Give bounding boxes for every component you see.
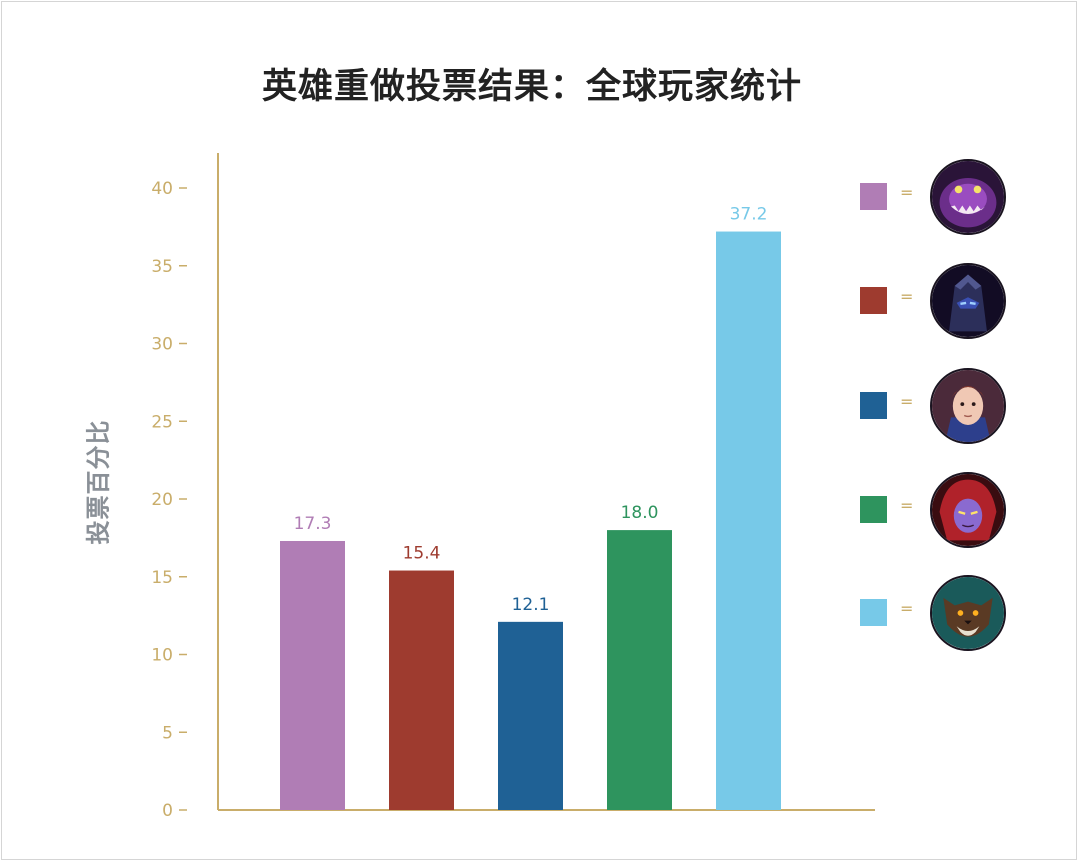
- bar: [280, 540, 345, 810]
- bar: [716, 231, 781, 811]
- y-tick-label: 40: [151, 179, 173, 199]
- y-tick-label: 30: [151, 335, 173, 355]
- legend-swatch: [860, 287, 887, 314]
- legend-swatch: [860, 599, 887, 626]
- legend-equals: =: [900, 496, 914, 515]
- y-tick-label: 20: [151, 490, 173, 510]
- purple-monster-portrait-icon: [930, 159, 1006, 235]
- werewolf-portrait-icon: [930, 575, 1006, 651]
- legend-swatch: [860, 496, 887, 523]
- armored-knight-portrait-icon: [930, 368, 1006, 444]
- data-label: 12.1: [512, 595, 550, 615]
- y-tick-label: 0: [162, 801, 173, 821]
- y-tick-label: 5: [162, 723, 173, 743]
- legend-equals: =: [900, 287, 914, 306]
- y-tick-label: 10: [151, 646, 173, 666]
- y-ticks: 0 5 10 15 20 25 30 35 40: [151, 179, 187, 821]
- legend-swatch: [860, 183, 887, 210]
- data-labels: 17.3 15.4 12.1 18.0 37.2: [294, 205, 768, 615]
- data-label: 37.2: [730, 205, 768, 225]
- bar: [389, 570, 454, 810]
- red-haired-mage-portrait-icon: [930, 472, 1006, 548]
- data-label: 18.0: [621, 503, 659, 523]
- y-tick-label: 15: [151, 568, 173, 588]
- chart-title: 英雄重做投票结果：全球玩家统计: [261, 67, 802, 107]
- data-label: 15.4: [403, 544, 441, 564]
- bar: [607, 530, 672, 810]
- bar: [498, 621, 563, 810]
- legend-equals: =: [900, 183, 914, 202]
- y-tick-label: 35: [151, 257, 173, 277]
- legend-equals: =: [900, 392, 914, 411]
- legend-equals: =: [900, 599, 914, 618]
- legend-swatch: [860, 392, 887, 419]
- dark-armored-warrior-portrait-icon: [930, 263, 1006, 339]
- data-label: 17.3: [294, 514, 332, 534]
- bars: [280, 231, 781, 811]
- y-tick-label: 25: [151, 412, 173, 432]
